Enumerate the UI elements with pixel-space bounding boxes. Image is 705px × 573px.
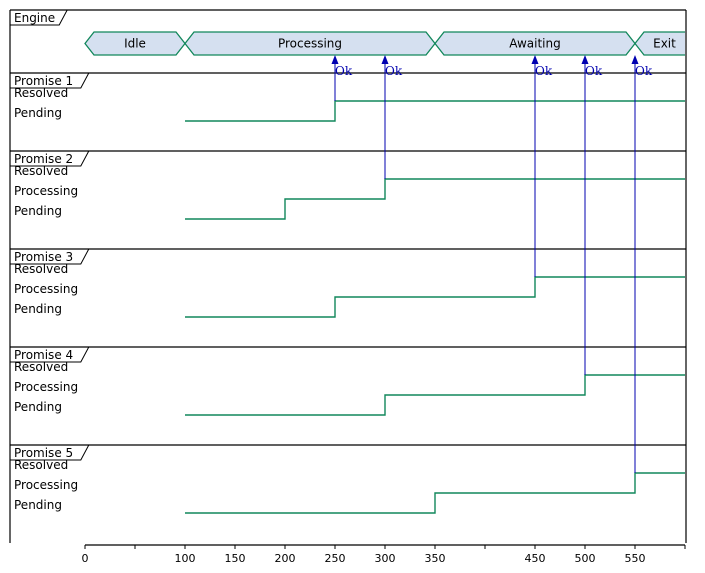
message-ok-5: Ok	[631, 55, 653, 473]
messages: Ok Ok Ok Ok Ok	[331, 55, 653, 473]
arrowhead-icon	[631, 55, 639, 64]
state-label-pending: Pending	[14, 106, 62, 120]
message-label: Ok	[585, 64, 603, 78]
promise-5-signal	[185, 472, 685, 514]
phase-label: Awaiting	[509, 37, 561, 51]
state-label-pending: Pending	[14, 400, 62, 414]
state-label-resolved: Resolved	[14, 86, 68, 100]
arrowhead-icon	[531, 55, 539, 64]
frame-title: Promise 5	[14, 446, 73, 460]
frame-title: Promise 1	[14, 74, 73, 88]
phase-outline	[634, 31, 685, 56]
message-ok-3: Ok	[531, 55, 553, 277]
tick-label: 0	[82, 552, 89, 565]
state-signals	[185, 100, 685, 514]
tick-label: 350	[425, 552, 446, 565]
state-label-processing: Processing	[14, 282, 78, 296]
frame-title-tab	[10, 72, 90, 89]
frame-title-tab	[10, 248, 90, 265]
phase-shape	[635, 32, 685, 55]
state-label-pending: Pending	[14, 204, 62, 218]
phase-label: Processing	[278, 37, 342, 51]
state-label-processing: Processing	[14, 184, 78, 198]
tick-label: 500	[575, 552, 596, 565]
promise-1-signal	[185, 100, 685, 122]
frame-title-tab	[10, 9, 68, 26]
frame-title-tab	[10, 150, 90, 167]
state-label-processing: Processing	[14, 478, 78, 492]
phase-label: Idle	[124, 37, 146, 51]
message-label: Ok	[385, 64, 403, 78]
tick-label: 250	[325, 552, 346, 565]
tick-label: 100	[175, 552, 196, 565]
state-label-pending: Pending	[14, 302, 62, 316]
state-label-processing: Processing	[14, 380, 78, 394]
arrowhead-icon	[381, 55, 389, 64]
lanes: Engine Idle Processing Awaiting Exit Promise …	[9, 9, 687, 543]
state-label-pending: Pending	[14, 498, 62, 512]
tick-label: 150	[225, 552, 246, 565]
promise-3-signal	[185, 276, 685, 318]
frame-title: Promise 4	[14, 348, 73, 362]
message-label: Ok	[535, 64, 553, 78]
frame-title-tab	[10, 346, 90, 363]
tick-label: 550	[625, 552, 646, 565]
message-ok-4: Ok	[581, 55, 603, 375]
tick-label: 200	[275, 552, 296, 565]
promise-4-signal	[185, 374, 685, 416]
state-label-resolved: Resolved	[14, 360, 68, 374]
tick-label: 450	[525, 552, 546, 565]
frame-title-tab	[10, 444, 90, 461]
frame-title: Promise 3	[14, 250, 73, 264]
state-label-resolved: Resolved	[14, 164, 68, 178]
arrowhead-icon	[581, 55, 589, 64]
message-label: Ok	[635, 64, 653, 78]
phase-label: Exit	[653, 37, 676, 51]
message-label: Ok	[335, 64, 353, 78]
message-ok-1: Ok	[331, 55, 353, 101]
state-label-resolved: Resolved	[14, 262, 68, 276]
engine-lane: Engine Idle Processing Awaiting Exit	[10, 9, 686, 56]
arrowhead-icon	[331, 55, 339, 64]
frame-title: Engine	[14, 11, 55, 25]
tick-label: 300	[375, 552, 396, 565]
time-axis: 0 100 150 200 250 300 350 450 500 550	[82, 544, 686, 565]
frame-title: Promise 2	[14, 152, 73, 166]
state-label-resolved: Resolved	[14, 458, 68, 472]
promise-2-signal	[185, 178, 685, 220]
message-ok-2: Ok	[381, 55, 403, 179]
